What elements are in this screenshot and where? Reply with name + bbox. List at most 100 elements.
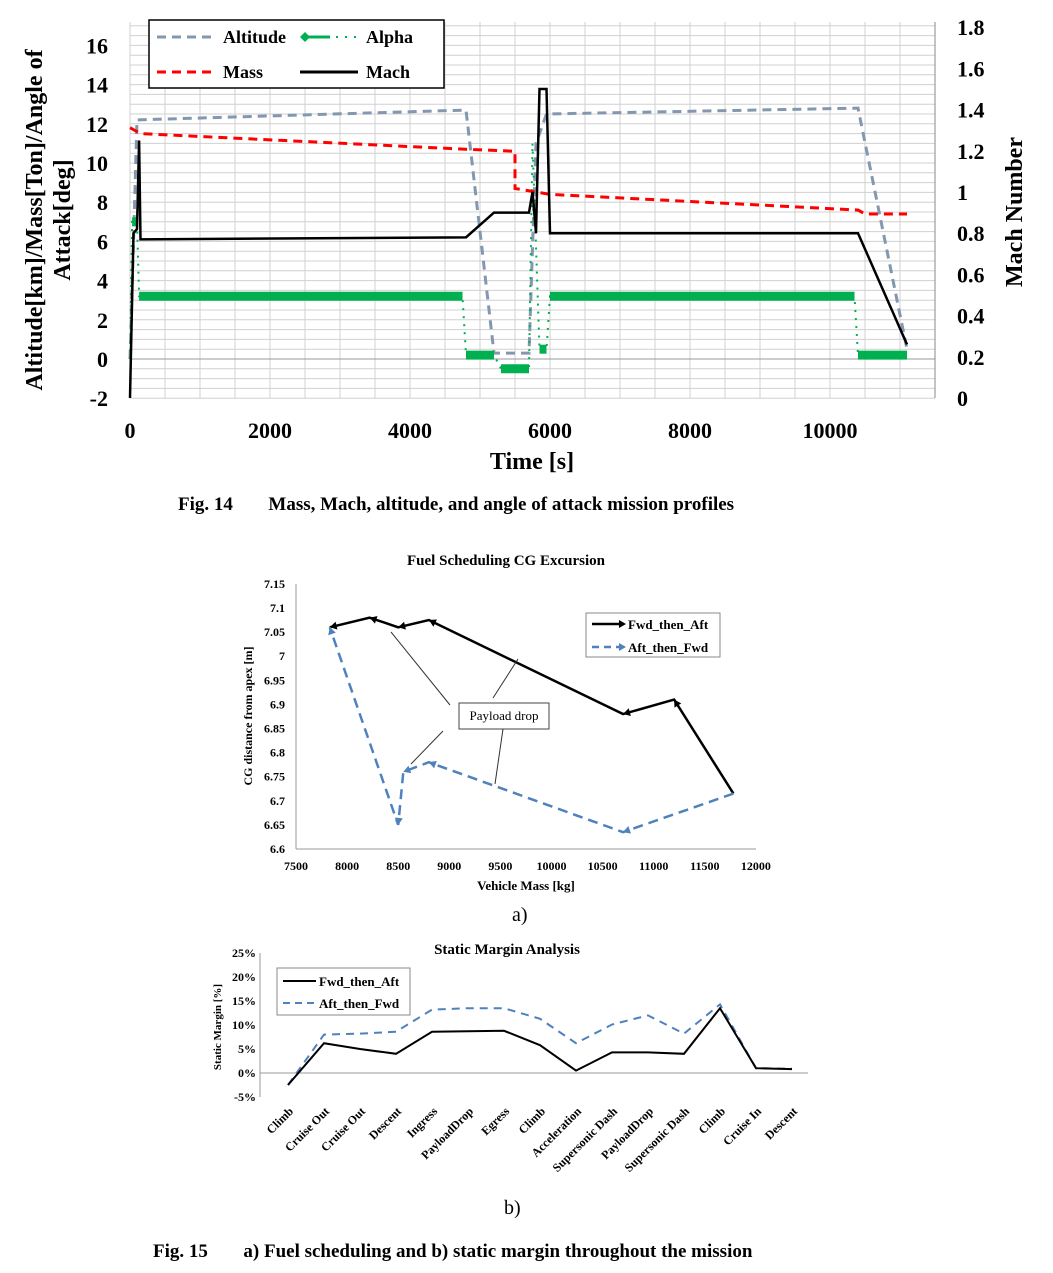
- legend-label-mass: Mass: [223, 62, 263, 82]
- y-tick-label: -5%: [234, 1090, 256, 1104]
- arrow-marker: [428, 619, 437, 627]
- arrow-marker: [394, 817, 403, 825]
- y-tick-label: 6.65: [264, 818, 285, 832]
- y-tick-label: 6.6: [270, 842, 285, 856]
- legend-label: Fwd_then_Aft: [628, 617, 709, 632]
- x-tick-label: 8500: [386, 859, 410, 873]
- legend-box: [585, 612, 721, 658]
- x-tick-label: 8000: [668, 418, 712, 443]
- x-tick-label: PayloadDrop: [598, 1104, 656, 1162]
- y-tick-label: 14: [86, 73, 108, 98]
- legend-box: [276, 967, 411, 1016]
- y-tick-label: -2: [90, 386, 108, 411]
- series-line-mach: [128, 87, 909, 399]
- y-tick-label: 6.95: [264, 673, 285, 687]
- series-line-fwd_then_aft: [329, 616, 735, 795]
- y2-axis-label: Mach Number: [1002, 137, 1028, 287]
- legend-arrow-icon: [619, 620, 626, 628]
- legend-diamond-icon: [300, 32, 310, 42]
- y2-tick-label: 1.8: [957, 15, 985, 40]
- annotation-text: Payload drop: [470, 708, 539, 723]
- arrow-marker: [398, 621, 406, 630]
- x-tick-label: 9000: [437, 859, 461, 873]
- y-tick-label: 5%: [238, 1042, 256, 1056]
- y-tick-label: 7.1: [270, 601, 285, 615]
- x-tick-label: 11000: [639, 859, 668, 873]
- x-tick-label: Cruise Out: [282, 1104, 332, 1154]
- series-line-altitude: [128, 106, 909, 360]
- annotation-arrow: [390, 631, 451, 706]
- y-tick-label: 16: [86, 33, 108, 58]
- y-tick-label: 0: [97, 347, 108, 372]
- y-axis-label: Static Margin [%]: [212, 984, 224, 1070]
- figure-15-number: Fig. 15: [153, 1241, 208, 1262]
- y2-tick-label: 0.2: [957, 345, 985, 370]
- y-axis-label-line1: Altitude[km]/Mass[Ton]/Angle of: [22, 48, 48, 390]
- x-tick-label: Cruise In: [720, 1104, 764, 1148]
- y-tick-label: 4: [97, 269, 108, 294]
- series-line-alpha: [129, 143, 907, 370]
- x-tick-label: Descent: [762, 1104, 800, 1142]
- x-tick-label: 9500: [488, 859, 512, 873]
- subfigure-b-label: b): [504, 1197, 521, 1219]
- arrow-marker: [623, 708, 631, 716]
- y2-tick-label: 0.6: [957, 262, 985, 287]
- y2-tick-label: 0.8: [957, 221, 985, 246]
- figure-14-number: Fig. 14: [178, 494, 233, 515]
- x-tick-label: PayloadDrop: [418, 1104, 476, 1162]
- subfigure-a-label: a): [512, 904, 528, 926]
- y-tick-label: 6: [97, 229, 108, 254]
- x-tick-label: 12000: [741, 859, 771, 873]
- figure-14-caption: Fig. 14 Mass, Mach, altitude, and angle …: [178, 494, 734, 516]
- y-axis-label-line2: Attack[deg]: [50, 159, 76, 280]
- y-tick-label: 2: [97, 308, 108, 333]
- y-tick-label: 12: [86, 112, 108, 137]
- chart-title: Fuel Scheduling CG Excursion: [407, 553, 606, 569]
- y-tick-label: 6.9: [270, 697, 285, 711]
- legend-label-altitude: Altitude: [223, 27, 286, 47]
- arrow-marker: [328, 627, 336, 636]
- x-tick-label: 7500: [284, 859, 308, 873]
- x-tick-label: Ingress: [404, 1104, 440, 1140]
- series-line-mass: [129, 126, 907, 216]
- arrow-marker: [329, 621, 338, 630]
- y-tick-label: 7.05: [264, 625, 285, 639]
- legend-label: Aft_then_Fwd: [628, 640, 709, 655]
- x-tick-label: 10000: [803, 418, 858, 443]
- figure-14-text: Mass, Mach, altitude, and angle of attac…: [268, 494, 735, 515]
- annotation-arrow: [410, 730, 444, 765]
- x-tick-label: Supersonic Dash: [550, 1104, 621, 1175]
- y-tick-label: 6.7: [270, 794, 285, 808]
- legend-label: Aft_then_Fwd: [319, 996, 400, 1011]
- y-tick-label: 7.15: [264, 577, 285, 591]
- x-tick-label: 2000: [248, 418, 292, 443]
- x-tick-label: 4000: [388, 418, 432, 443]
- y-tick-label: 10: [86, 151, 108, 176]
- legend-label-mach: Mach: [366, 62, 410, 82]
- figure-15-text: a) Fuel scheduling and b) static margin …: [243, 1241, 753, 1262]
- y-axis-label: CG distance from apex [m]: [241, 646, 255, 785]
- annotation-arrow: [494, 728, 504, 785]
- y-tick-label: 6.85: [264, 722, 285, 736]
- y2-tick-label: 1: [957, 180, 968, 205]
- x-tick-label: Egress: [478, 1104, 512, 1138]
- x-tick-label: 6000: [528, 418, 572, 443]
- legend-arrow-icon: [619, 643, 626, 651]
- legend-label: Fwd_then_Aft: [319, 974, 400, 989]
- x-axis-label: Time [s]: [490, 449, 574, 475]
- arrow-marker: [403, 765, 412, 774]
- x-tick-label: Acceleration: [529, 1104, 585, 1160]
- series-line-aft_then_fwd: [328, 626, 734, 834]
- y2-tick-label: 0: [957, 386, 968, 411]
- y2-tick-label: 1.6: [957, 56, 985, 81]
- x-tick-label: 8000: [335, 859, 359, 873]
- y-tick-label: 0%: [238, 1066, 256, 1080]
- y-tick-label: 6.8: [270, 746, 285, 760]
- y2-tick-label: 1.2: [957, 139, 985, 164]
- arrow-marker: [674, 699, 682, 708]
- y2-tick-label: 0.4: [957, 304, 985, 329]
- y-tick-label: 7: [279, 649, 285, 663]
- y-tick-label: 8: [97, 190, 108, 215]
- legend-box: [148, 19, 445, 89]
- x-tick-label: Cruise Out: [318, 1104, 368, 1154]
